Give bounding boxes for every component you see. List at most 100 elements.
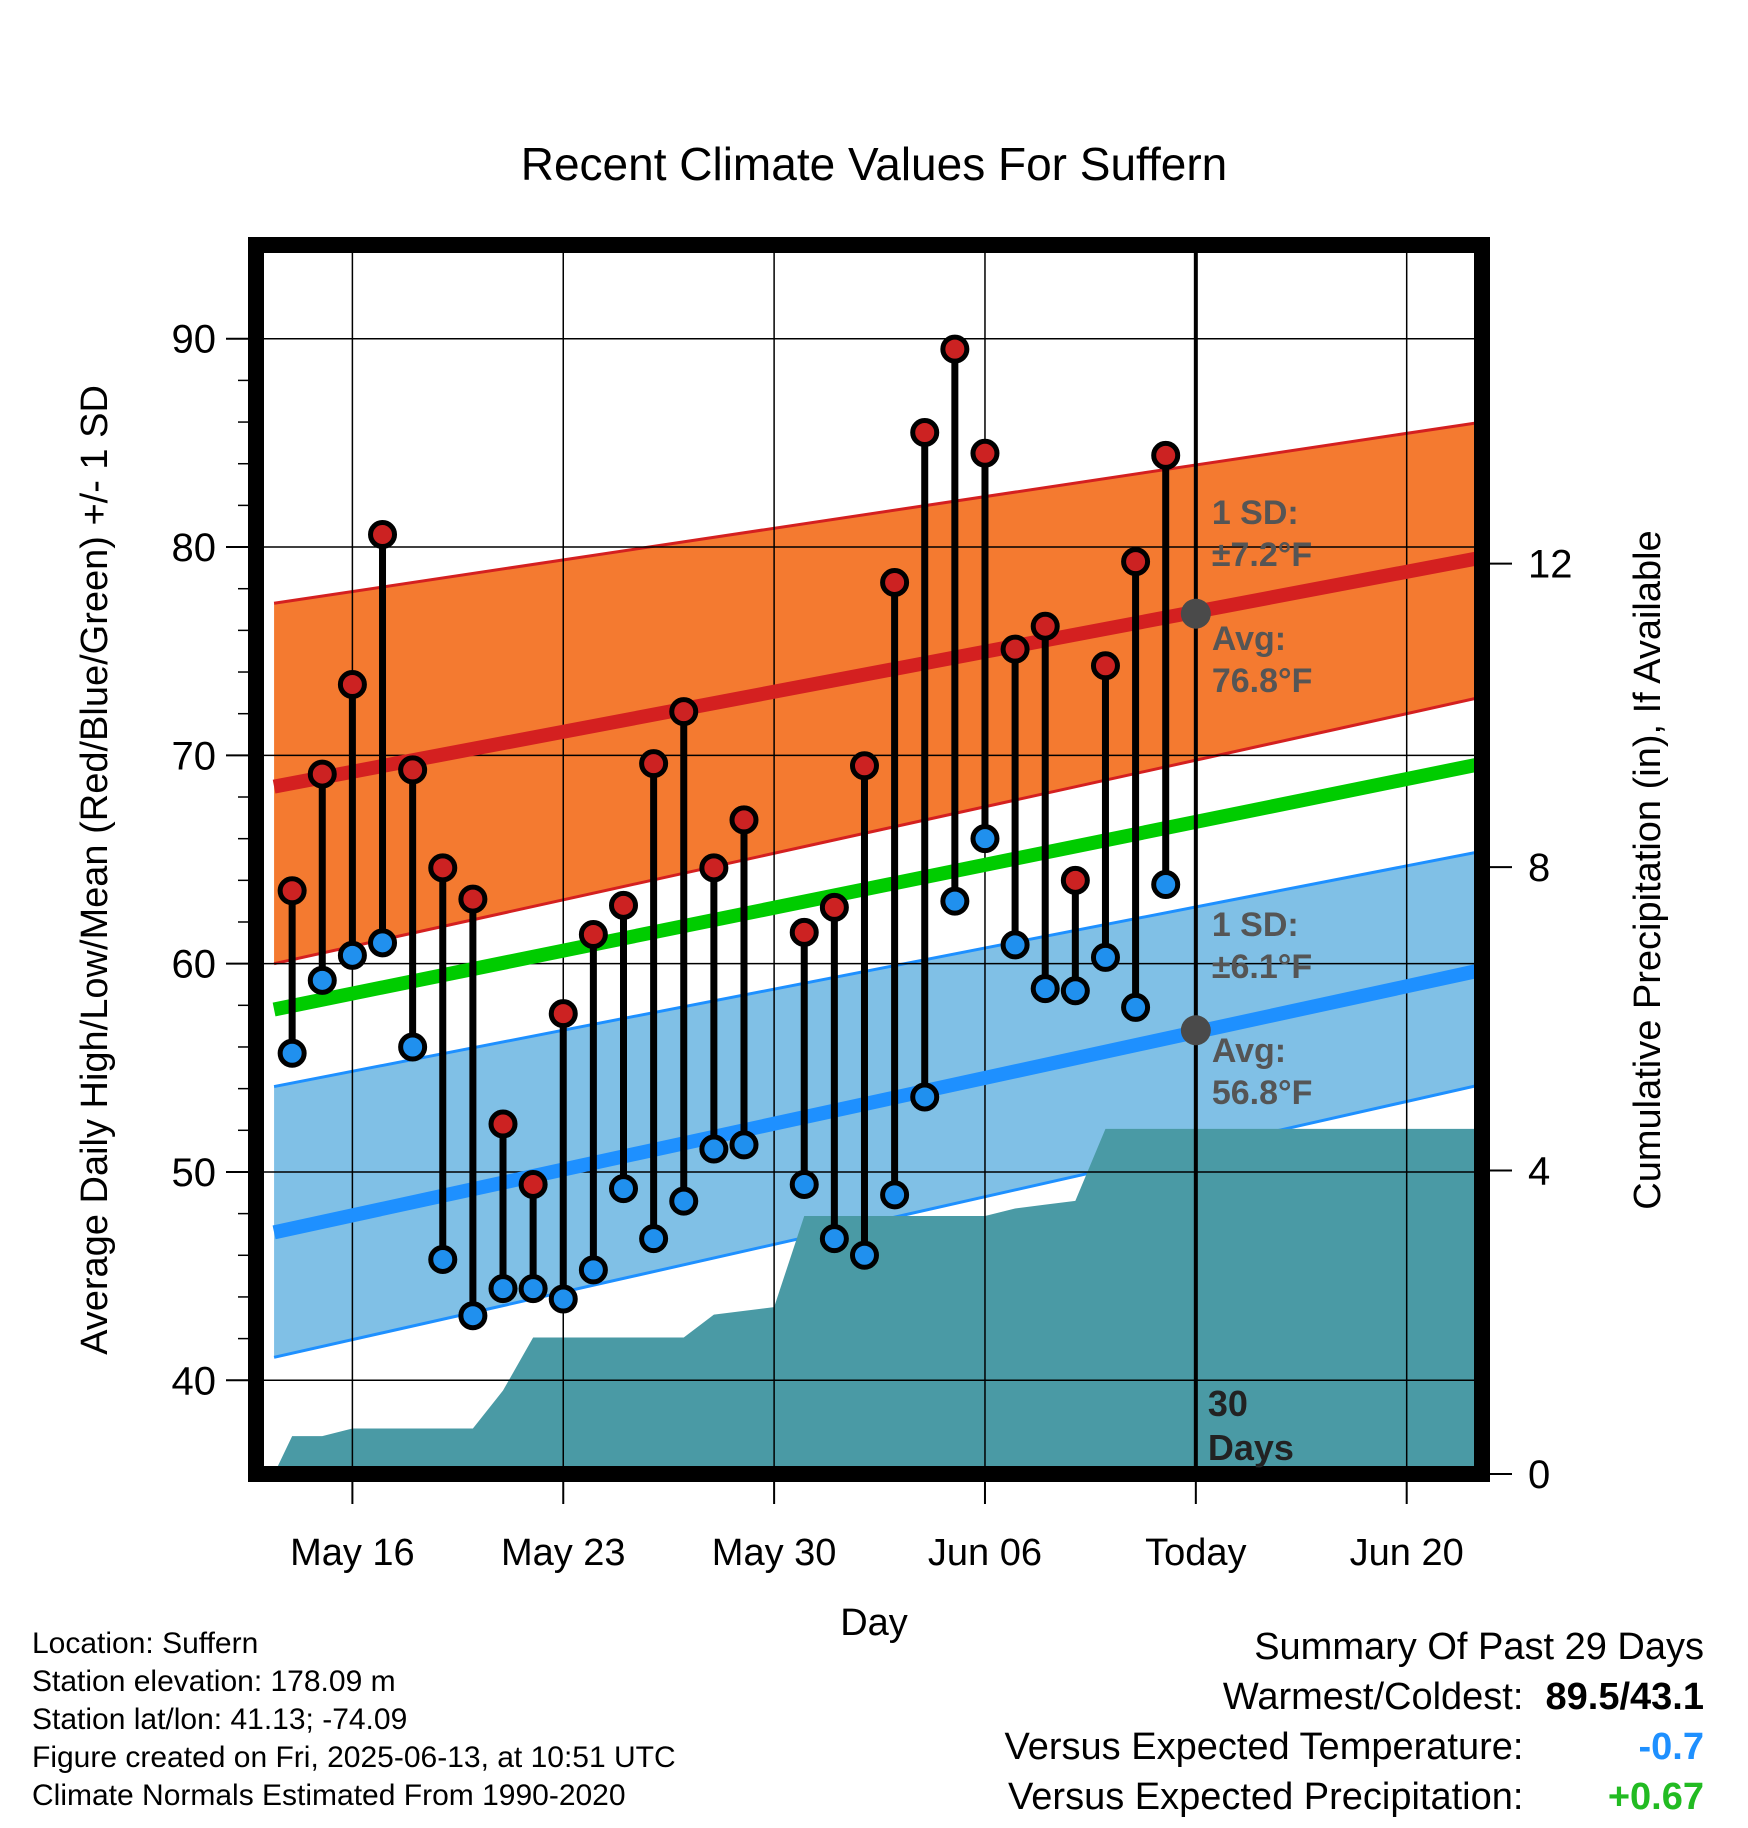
- high-temp-point: [337, 670, 367, 700]
- low-temp-point: [819, 1224, 849, 1254]
- low-temp-point: [789, 1169, 819, 1199]
- created-text: Figure created on Fri, 2025-06-13, at 10…: [32, 1741, 676, 1774]
- summary-warmest-value: 89.5/43.1: [1545, 1676, 1704, 1718]
- plot-area: [256, 245, 1482, 1474]
- low-temp-point: [277, 1038, 307, 1068]
- low-temp-point: [699, 1134, 729, 1164]
- summary-precip-label: Versus Expected Precipitation:: [1008, 1776, 1524, 1818]
- high-temp-point: [578, 919, 608, 949]
- today-avg-high-dot: [1180, 598, 1211, 629]
- high-temp-point: [819, 892, 849, 922]
- high-temp-point: [307, 759, 337, 789]
- low-temp-point: [578, 1255, 608, 1285]
- x-tick-label: Today: [1145, 1532, 1246, 1574]
- high-temp-point: [1090, 651, 1120, 681]
- high-temp-point: [398, 755, 428, 785]
- low-temp-point: [880, 1180, 910, 1210]
- chart-title: Recent Climate Values For Suffern: [521, 138, 1228, 190]
- x-tick-label: May 16: [290, 1532, 415, 1574]
- high-temp-point: [639, 749, 669, 779]
- x-axis-label: Day: [840, 1602, 908, 1644]
- precip-area: [274, 1128, 1482, 1474]
- low-temp-point: [548, 1284, 578, 1314]
- y-axis-label-right: Cumulative Precipitation (in), If Availa…: [1627, 530, 1669, 1209]
- high-temp-point: [669, 697, 699, 727]
- low-sd-label: 1 SD:: [1212, 906, 1299, 944]
- high-sd-value: ±7.2°F: [1212, 536, 1312, 574]
- high-avg-value: 76.8°F: [1212, 662, 1313, 700]
- y-tick-label: 50: [172, 1151, 217, 1195]
- low-temp-point: [639, 1224, 669, 1254]
- high-temp-point: [428, 853, 458, 883]
- y-axis-label-left: Average Daily High/Low/Mean (Red/Blue/Gr…: [74, 385, 116, 1355]
- summary-title: Summary Of Past 29 Days: [1254, 1626, 1704, 1668]
- high-sd-label: 1 SD:: [1212, 494, 1299, 532]
- high-temp-point: [1060, 865, 1090, 895]
- summary-temp-value: -0.7: [1638, 1726, 1704, 1768]
- low-temp-point: [307, 965, 337, 995]
- elevation-text: Station elevation: 178.09 m: [32, 1665, 396, 1698]
- high-temp-point: [729, 805, 759, 835]
- high-temp-point: [699, 853, 729, 883]
- y-tick-label: 90: [172, 318, 217, 362]
- y2-tick-label: 12: [1528, 543, 1573, 587]
- high-temp-point: [970, 438, 1000, 468]
- high-temp-point: [368, 520, 398, 550]
- low-temp-point: [337, 940, 367, 970]
- high-temp-point: [1000, 634, 1030, 664]
- low-temp-point: [1000, 930, 1030, 960]
- low-temp-point: [729, 1130, 759, 1160]
- high-temp-point: [277, 876, 307, 906]
- summary-panel: Summary Of Past 29 Days Warmest/Coldest:…: [1005, 1622, 1704, 1822]
- low-temp-point: [669, 1186, 699, 1216]
- window-count-label: 30: [1208, 1383, 1248, 1424]
- high-temp-point: [1030, 611, 1060, 641]
- low-temp-point: [1030, 974, 1060, 1004]
- low-temp-point: [1090, 942, 1120, 972]
- y2-tick-label: 8: [1528, 846, 1550, 890]
- summary-warmest-label: Warmest/Coldest:: [1222, 1676, 1524, 1718]
- low-temp-point: [1151, 869, 1181, 899]
- x-tick-label: Jun 06: [928, 1532, 1042, 1574]
- window-unit-label: Days: [1208, 1427, 1294, 1468]
- y2-tick-label: 0: [1528, 1453, 1550, 1497]
- low-sd-value: ±6.1°F: [1212, 948, 1312, 986]
- station-info: Location: Suffern Station elevation: 178…: [32, 1625, 676, 1815]
- summary-precip-value: +0.67: [1607, 1776, 1704, 1818]
- y-tick-label: 60: [172, 943, 217, 987]
- summary-temp-row: Versus Expected Temperature: -0.7: [1005, 1722, 1704, 1772]
- low-temp-point: [1121, 992, 1151, 1022]
- high-avg-label: Avg:: [1212, 620, 1286, 658]
- high-sd-band-upper-edge: [273, 420, 1482, 605]
- summary-precip-row: Versus Expected Precipitation: +0.67: [1005, 1772, 1704, 1822]
- low-temp-point: [428, 1244, 458, 1274]
- low-temp-point: [398, 1032, 428, 1062]
- high-temp-point: [849, 751, 879, 781]
- low-temp-point: [458, 1301, 488, 1331]
- high-temp-point: [789, 917, 819, 947]
- x-tick-label: May 30: [712, 1532, 837, 1574]
- high-temp-point: [548, 999, 578, 1029]
- low-temp-point: [1060, 976, 1090, 1006]
- low-temp-point: [940, 886, 970, 916]
- high-temp-point: [910, 417, 940, 447]
- high-temp-point: [940, 334, 970, 364]
- high-temp-point: [1121, 547, 1151, 577]
- low-avg-label: Avg:: [1212, 1032, 1286, 1070]
- normals-text: Climate Normals Estimated From 1990-2020: [32, 1779, 626, 1812]
- plot-frame: [248, 237, 1490, 1482]
- high-temp-point: [880, 567, 910, 597]
- normal-high-line: [272, 550, 1482, 794]
- high-temp-point: [458, 884, 488, 914]
- low-temp-point: [849, 1240, 879, 1270]
- high-temp-point: [608, 890, 638, 920]
- summary-temp-label: Versus Expected Temperature:: [1004, 1726, 1524, 1768]
- high-sd-band: [274, 422, 1482, 964]
- low-temp-point: [970, 824, 1000, 854]
- low-temp-point: [368, 928, 398, 958]
- latlon-text: Station lat/lon: 41.13; -74.09: [32, 1703, 408, 1736]
- y-tick-label: 70: [172, 734, 217, 778]
- x-tick-label: Jun 20: [1350, 1532, 1464, 1574]
- y2-tick-label: 4: [1528, 1150, 1550, 1194]
